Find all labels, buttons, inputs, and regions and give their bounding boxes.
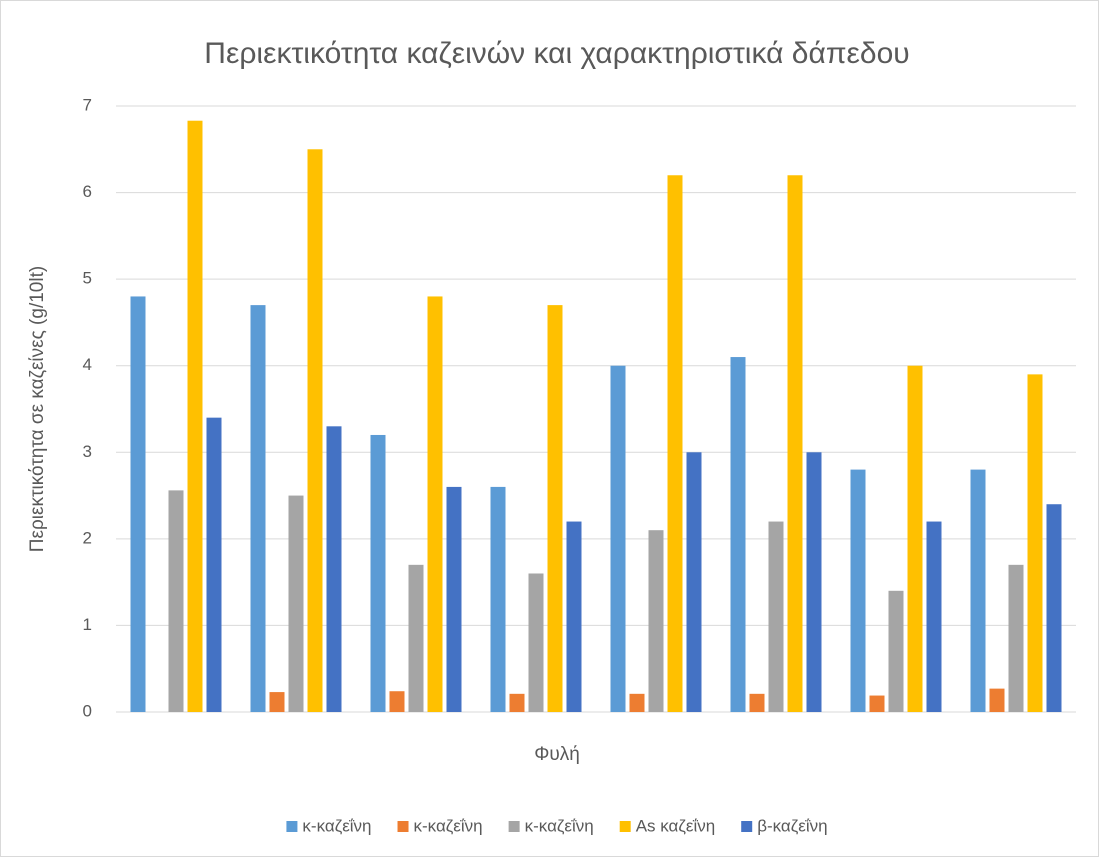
bar xyxy=(326,426,342,712)
bar xyxy=(509,693,525,712)
bar xyxy=(667,175,683,712)
bar xyxy=(547,305,563,712)
y-tick-label: 3 xyxy=(83,442,92,461)
bar xyxy=(250,305,266,712)
bar xyxy=(206,417,222,712)
bar xyxy=(806,452,822,712)
bar xyxy=(490,486,506,712)
bar xyxy=(130,296,146,712)
bar xyxy=(187,120,203,712)
legend-swatch xyxy=(741,821,753,832)
bar xyxy=(926,521,942,712)
y-tick-label: 7 xyxy=(83,95,92,114)
legend-label: κ-καζεΐνη xyxy=(414,816,483,835)
legend-label: As καζεΐνη xyxy=(636,816,716,835)
bar xyxy=(850,469,866,712)
y-axis-title: Περιεκτικότητα σε καζείνες (g/10lt) xyxy=(27,266,48,552)
bar xyxy=(730,357,746,712)
bar xyxy=(869,695,885,712)
bar xyxy=(427,296,443,712)
y-tick-label: 4 xyxy=(83,355,92,374)
bar xyxy=(370,434,386,712)
legend-label: β-καζεΐνη xyxy=(757,816,827,835)
bar xyxy=(269,692,285,712)
bar xyxy=(1008,564,1024,712)
y-tick-label: 0 xyxy=(83,701,92,720)
bar xyxy=(629,693,645,712)
y-tick-label: 5 xyxy=(83,269,92,288)
chart-title: Περιεκτικότητα καζεινών και χαρακτηριστι… xyxy=(204,37,909,70)
bar xyxy=(408,564,424,712)
bar xyxy=(888,590,904,712)
y-tick-label: 6 xyxy=(83,182,92,201)
legend-label: κ-καζεΐνη xyxy=(302,816,371,835)
bar xyxy=(288,495,304,712)
bar xyxy=(686,452,702,712)
y-tick-label: 2 xyxy=(83,528,92,547)
bar xyxy=(1046,504,1062,712)
x-axis-title: Φυλή xyxy=(534,744,580,765)
legend-swatch xyxy=(397,821,409,832)
legend-swatch xyxy=(286,821,298,832)
bar xyxy=(749,693,765,712)
bar xyxy=(610,365,626,712)
bar xyxy=(648,530,664,712)
bar xyxy=(1027,374,1043,712)
bar xyxy=(446,486,462,712)
y-tick-label: 1 xyxy=(83,615,92,634)
bar xyxy=(168,490,184,712)
bar xyxy=(566,521,582,712)
bar xyxy=(307,149,323,713)
bar xyxy=(768,521,784,712)
legend-swatch xyxy=(508,821,520,832)
bar xyxy=(970,469,986,712)
legend-swatch xyxy=(619,821,631,832)
bar xyxy=(528,573,544,712)
bar xyxy=(389,691,405,712)
bar xyxy=(989,688,1005,712)
bar xyxy=(787,175,803,712)
bar xyxy=(907,365,923,712)
legend-label: κ-καζεΐνη xyxy=(525,816,594,835)
